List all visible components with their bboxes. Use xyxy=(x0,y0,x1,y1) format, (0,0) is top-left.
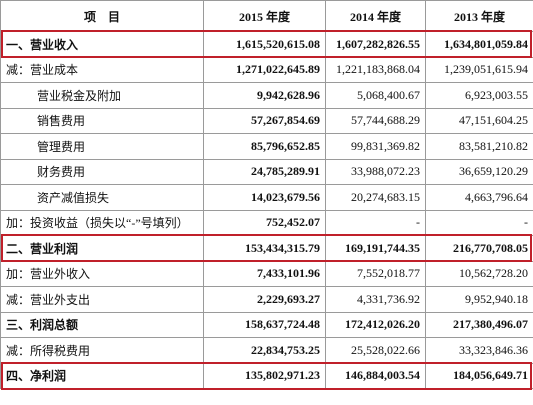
amount-cell: 1,271,022,645.89 xyxy=(203,56,326,83)
header-cell: 2015 年度 xyxy=(203,0,326,32)
item-label: 减：营业外支出 xyxy=(0,286,204,313)
item-label: 财务费用 xyxy=(0,158,204,185)
amount-cell: 33,323,846.36 xyxy=(425,337,533,364)
amount-cell: 14,023,679.56 xyxy=(203,184,326,211)
amount-cell: 57,267,854.69 xyxy=(203,107,326,134)
header-cell: 2014 年度 xyxy=(325,0,426,32)
item-label: 二、营业利润 xyxy=(0,235,204,262)
table-row: 减：所得税费用 22,834,753.25 25,528,022.66 33,323,… xyxy=(0,337,533,364)
amount-cell: 25,528,022.66 xyxy=(325,337,426,364)
amount-cell: 47,151,604.25 xyxy=(425,107,533,134)
amount-cell: 4,663,796.64 xyxy=(425,184,533,211)
amount-cell: 172,412,026.20 xyxy=(325,311,426,338)
income-table: 项 目 2015 年度 2014 年度 2013 年度 一、营业收入 1,615,520… xyxy=(0,0,533,389)
table-row: 营业税金及附加 9,942,628.96 5,068,400.67 6,923,003… xyxy=(0,82,533,109)
amount-cell: - xyxy=(425,209,533,236)
item-label: 四、净利润 xyxy=(0,362,204,389)
amount-cell: 146,884,003.54 xyxy=(325,362,426,389)
amount-cell: 36,659,120.29 xyxy=(425,158,533,185)
amount-cell: 1,607,282,826.55 xyxy=(325,31,426,58)
item-label: 营业税金及附加 xyxy=(0,82,204,109)
amount-cell: 153,434,315.79 xyxy=(203,235,326,262)
amount-cell: 33,988,072.23 xyxy=(325,158,426,185)
table-row: 二、营业利润 153,434,315.79 169,191,744.35 216,77… xyxy=(0,235,533,262)
amount-cell: 99,831,369.82 xyxy=(325,133,426,160)
amount-cell: 1,221,183,868.04 xyxy=(325,56,426,83)
amount-cell: 2,229,693.27 xyxy=(203,286,326,313)
amount-cell: 158,637,724.48 xyxy=(203,311,326,338)
table-row: 一、营业收入 1,615,520,615.08 1,607,282,826.55 1,… xyxy=(0,31,533,58)
header-row: 项 目 2015 年度 2014 年度 2013 年度 xyxy=(0,0,533,32)
item-label: 加：营业外收入 xyxy=(0,260,204,287)
table-row: 四、净利润 135,802,971.23 146,884,003.54 184,056… xyxy=(0,362,533,389)
table-row: 资产减值损失 14,023,679.56 20,274,683.15 4,663,79… xyxy=(0,184,533,211)
amount-cell: 1,615,520,615.08 xyxy=(203,31,326,58)
amount-cell: 5,068,400.67 xyxy=(325,82,426,109)
table-row: 销售费用 57,267,854.69 57,744,688.29 47,151,604… xyxy=(0,107,533,134)
amount-cell: 216,770,708.05 xyxy=(425,235,533,262)
amount-cell: 6,923,003.55 xyxy=(425,82,533,109)
amount-cell: 1,239,051,615.94 xyxy=(425,56,533,83)
header-cell: 项 目 xyxy=(0,0,204,32)
amount-cell: 135,802,971.23 xyxy=(203,362,326,389)
amount-cell: 217,380,496.07 xyxy=(425,311,533,338)
item-label: 减：所得税费用 xyxy=(0,337,204,364)
amount-cell: 4,331,736.92 xyxy=(325,286,426,313)
amount-cell: 7,552,018.77 xyxy=(325,260,426,287)
amount-cell: 9,942,628.96 xyxy=(203,82,326,109)
item-label: 销售费用 xyxy=(0,107,204,134)
item-label: 加：投资收益（损失以“-”号填列） xyxy=(0,209,204,236)
amount-cell: 85,796,652.85 xyxy=(203,133,326,160)
amount-cell: 20,274,683.15 xyxy=(325,184,426,211)
amount-cell: 1,634,801,059.84 xyxy=(425,31,533,58)
item-label: 管理费用 xyxy=(0,133,204,160)
amount-cell: 169,191,744.35 xyxy=(325,235,426,262)
amount-cell: 10,562,728.20 xyxy=(425,260,533,287)
amount-cell: 7,433,101.96 xyxy=(203,260,326,287)
table-row: 财务费用 24,785,289.91 33,988,072.23 36,659,120… xyxy=(0,158,533,185)
amount-cell: 57,744,688.29 xyxy=(325,107,426,134)
amount-cell: 22,834,753.25 xyxy=(203,337,326,364)
item-label: 减：营业成本 xyxy=(0,56,204,83)
table-row: 加：营业外收入 7,433,101.96 7,552,018.77 10,562,72… xyxy=(0,260,533,287)
amount-cell: 752,452.07 xyxy=(203,209,326,236)
amount-cell: - xyxy=(325,209,426,236)
table-row: 三、利润总额 158,637,724.48 172,412,026.20 217,38… xyxy=(0,311,533,338)
item-label: 资产减值损失 xyxy=(0,184,204,211)
table-row: 减：营业外支出 2,229,693.27 4,331,736.92 9,952,940… xyxy=(0,286,533,313)
table-row: 管理费用 85,796,652.85 99,831,369.82 83,581,210… xyxy=(0,133,533,160)
table-row: 加：投资收益（损失以“-”号填列） 752,452.07- - xyxy=(0,209,533,236)
item-label: 一、营业收入 xyxy=(0,31,204,58)
item-label: 三、利润总额 xyxy=(0,311,204,338)
amount-cell: 9,952,940.18 xyxy=(425,286,533,313)
amount-cell: 24,785,289.91 xyxy=(203,158,326,185)
amount-cell: 184,056,649.71 xyxy=(425,362,533,389)
table-row: 减：营业成本 1,271,022,645.89 1,221,183,868.04 1,… xyxy=(0,56,533,83)
amount-cell: 83,581,210.82 xyxy=(425,133,533,160)
header-cell: 2013 年度 xyxy=(425,0,533,32)
